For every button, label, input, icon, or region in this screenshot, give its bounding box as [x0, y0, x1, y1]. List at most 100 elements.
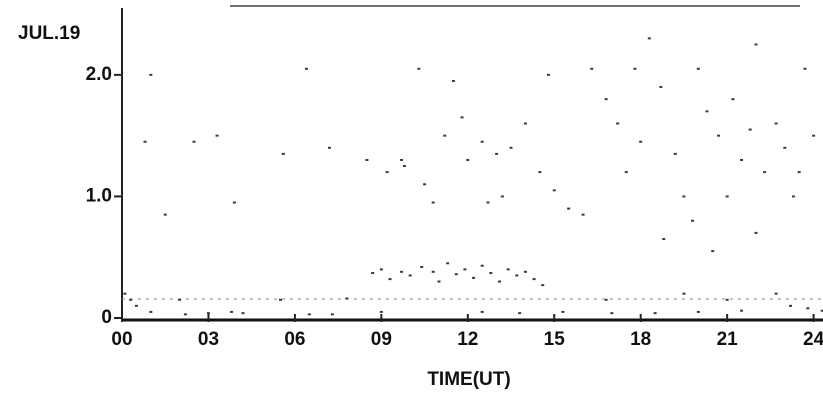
point [763, 171, 767, 174]
point [149, 310, 153, 313]
point [748, 128, 752, 131]
point [774, 122, 778, 125]
point [506, 268, 510, 271]
point [143, 140, 147, 143]
y-tick-label: 1.0 [86, 185, 112, 206]
point [740, 158, 744, 161]
point [489, 272, 493, 275]
chart-title: JUL.19 [18, 23, 80, 44]
point [446, 262, 450, 265]
point [716, 134, 720, 137]
x-tick-label: 03 [198, 329, 219, 350]
point [281, 152, 285, 155]
point [673, 152, 677, 155]
point [443, 134, 447, 137]
x-tick-label: 15 [544, 329, 566, 350]
point [379, 268, 383, 271]
point [379, 310, 383, 313]
x-tick-label: 24 [803, 329, 823, 350]
x-tick-label: 06 [284, 329, 305, 350]
point [696, 310, 700, 313]
point [192, 140, 196, 143]
point [497, 280, 501, 283]
point [509, 146, 513, 149]
point [495, 152, 499, 155]
point [454, 273, 458, 276]
x-axis-label: TIME(UT) [427, 369, 510, 390]
point [129, 298, 133, 301]
point [523, 122, 527, 125]
point [616, 122, 620, 125]
point [123, 292, 127, 295]
point [304, 67, 308, 70]
point [633, 67, 637, 70]
point [388, 278, 392, 281]
point [789, 304, 793, 307]
point [532, 278, 536, 281]
point [278, 298, 282, 301]
point [515, 274, 519, 277]
point [163, 213, 167, 216]
point [307, 313, 311, 316]
point [480, 264, 484, 267]
x-tick-label: 09 [371, 329, 392, 350]
point [178, 298, 182, 301]
point [371, 272, 375, 275]
point [215, 134, 219, 137]
point [561, 310, 565, 313]
point [754, 231, 758, 234]
point [725, 298, 729, 301]
point [610, 312, 614, 315]
point [662, 237, 666, 240]
point [149, 73, 153, 76]
point [431, 201, 435, 204]
x-tick-label: 21 [717, 329, 739, 350]
point [647, 37, 651, 40]
point [691, 219, 695, 222]
point [552, 189, 556, 192]
point [437, 280, 441, 283]
point [472, 276, 476, 279]
point [486, 201, 490, 204]
point [659, 86, 663, 89]
point [463, 268, 467, 271]
point [400, 270, 404, 273]
point [682, 292, 686, 295]
point [803, 67, 807, 70]
point [423, 183, 427, 186]
point [604, 298, 608, 301]
point [812, 134, 816, 137]
x-tick-label: 18 [630, 329, 651, 350]
point [431, 270, 435, 273]
point [518, 312, 522, 315]
point [604, 98, 608, 101]
point [797, 171, 801, 174]
point [206, 312, 210, 315]
point [820, 309, 823, 312]
point [754, 43, 758, 46]
point [451, 79, 455, 82]
point [546, 73, 550, 76]
point [731, 98, 735, 101]
point [581, 213, 585, 216]
point [791, 195, 795, 198]
point [639, 140, 643, 143]
point [230, 310, 234, 313]
point [541, 284, 545, 287]
point [740, 309, 744, 312]
point [385, 171, 389, 174]
point [402, 165, 406, 168]
point [696, 67, 700, 70]
point [523, 270, 527, 273]
point [725, 195, 729, 198]
point [711, 250, 715, 253]
point [538, 171, 542, 174]
point [466, 158, 470, 161]
point [232, 201, 236, 204]
point [365, 158, 369, 161]
point [330, 313, 334, 316]
point [590, 67, 594, 70]
y-tick-label: 2.0 [86, 64, 112, 85]
point [460, 116, 464, 119]
